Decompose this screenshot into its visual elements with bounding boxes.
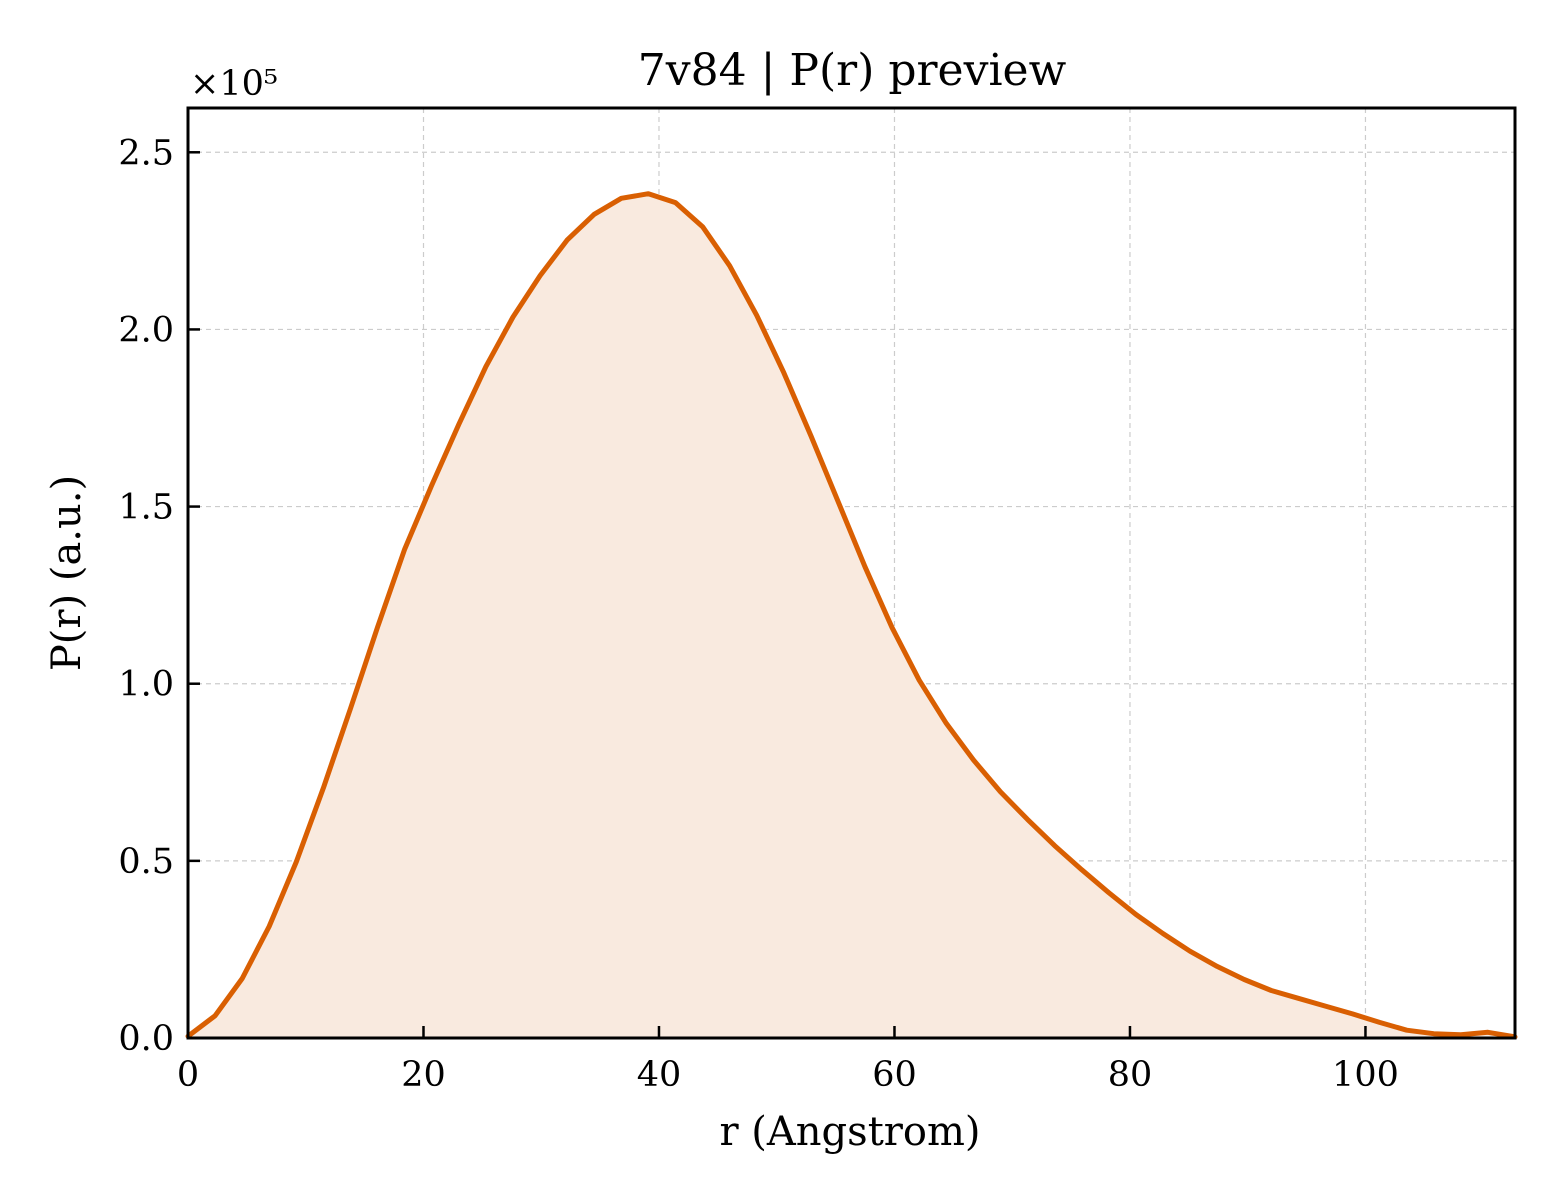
y-tick-label: 1.0 xyxy=(118,665,174,705)
chart-title: 7v84 | P(r) preview xyxy=(638,45,1067,96)
x-tick-label: 20 xyxy=(401,1055,446,1095)
x-axis: 0 20 40 60 80 100 xyxy=(177,1026,1399,1095)
x-tick-label: 60 xyxy=(872,1055,917,1095)
x-tick-label: 100 xyxy=(1332,1055,1399,1095)
y-axis: 0.0 0.5 1.0 1.5 2.0 2.5 xyxy=(118,133,200,1059)
series-line xyxy=(185,191,1518,1040)
y-tick-label: 0.5 xyxy=(118,842,174,882)
y-tick-label: 2.5 xyxy=(118,133,174,173)
area-fill xyxy=(188,193,1515,1038)
y-axis-label: P(r) (a.u.) xyxy=(44,475,90,671)
y-scale-multiplier: ×10⁵ xyxy=(190,64,278,104)
y-tick-label: 1.5 xyxy=(118,488,174,528)
x-tick-label: 0 xyxy=(177,1055,199,1095)
y-tick-label: 0.0 xyxy=(118,1019,174,1059)
x-tick-label: 40 xyxy=(637,1055,682,1095)
plot-frame xyxy=(186,106,1517,1040)
y-tick-label: 2.0 xyxy=(118,310,174,350)
x-tick-label: 80 xyxy=(1108,1055,1153,1095)
x-axis-label: r (Angstrom) xyxy=(719,1109,980,1155)
